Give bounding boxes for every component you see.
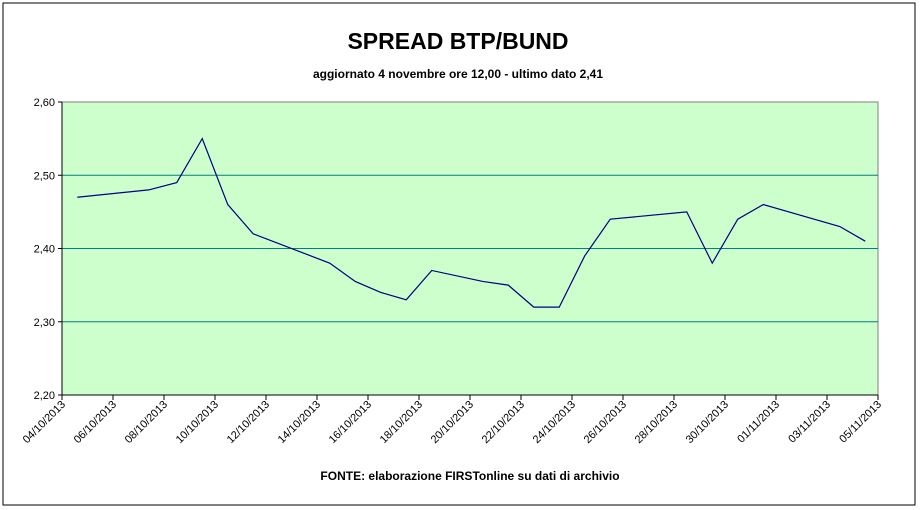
y-tick-label: 2,40: [34, 244, 55, 256]
y-tick-label: 2,60: [34, 97, 55, 109]
chart-title: SPREAD BTP/BUND: [347, 28, 568, 54]
data-line: [77, 137, 866, 308]
source-note: FONTE: elaborazione FIRSTonline su dati …: [320, 469, 619, 483]
chart-subtitle: aggiornato 4 novembre ore 12,00 - ultimo…: [313, 67, 603, 81]
y-tick-label: 2,30: [34, 317, 55, 329]
y-tick-label: 2,50: [34, 170, 55, 182]
y-tick-label: 2,20: [34, 390, 55, 402]
